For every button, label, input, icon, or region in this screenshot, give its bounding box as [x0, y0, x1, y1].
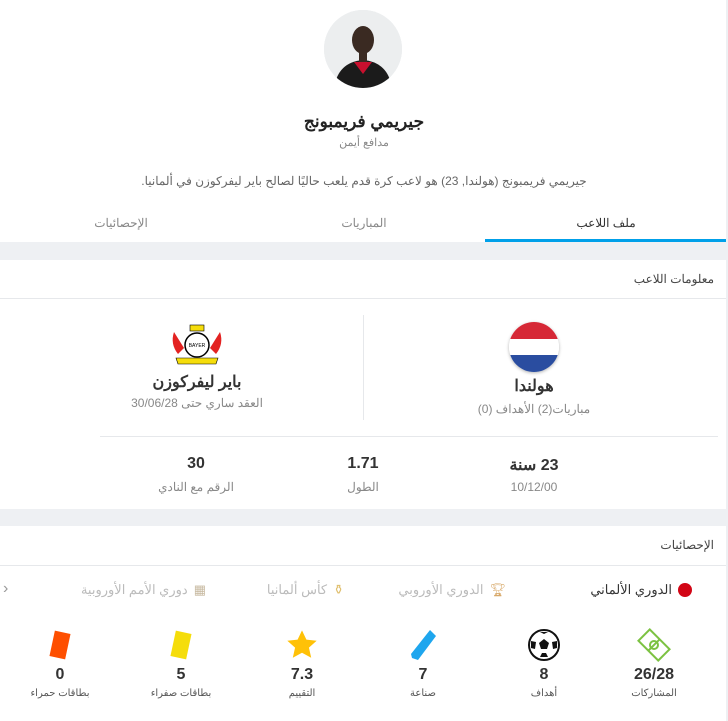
divider: [0, 565, 726, 566]
tab-profile[interactable]: ملف اللاعب: [576, 216, 636, 230]
country-name[interactable]: هولندا: [514, 378, 554, 395]
star-icon: [252, 628, 352, 662]
goals-label: أهداف: [530, 688, 558, 699]
ball-icon: [494, 628, 594, 662]
tab-matches[interactable]: المباريات: [341, 216, 387, 230]
yellow-card-icon: [131, 628, 231, 662]
comp-label: الدوري الألماني: [590, 582, 672, 597]
yellow-cards-value: 5: [176, 666, 186, 683]
player-position: مدافع أيمن: [339, 137, 389, 149]
yellow-cards-label: بطاقات صفراء: [150, 688, 212, 699]
right-border: [726, 0, 728, 721]
section-gap: [0, 242, 728, 260]
comp-tab-europa-league[interactable]: 🏆︎ الدوري الأوروبي: [398, 582, 506, 598]
number-label: الرقم مع النادي: [158, 480, 234, 494]
boot-icon: [373, 628, 473, 662]
rating-value: 7.3: [290, 666, 314, 683]
comp-tab-dfb-pokal[interactable]: ⚱ كأس ألمانيا: [267, 582, 344, 598]
svg-text:BAYER: BAYER: [189, 343, 206, 349]
comp-label: الدوري الأوروبي: [398, 582, 484, 597]
height-label: الطول: [347, 480, 379, 494]
bundesliga-icon: [678, 583, 692, 597]
red-cards-label: بطاقات حمراء: [30, 688, 90, 699]
goals-value: 8: [539, 666, 549, 683]
country-caps: مباريات(2) الأهداف (0): [477, 402, 591, 416]
netherlands-flag-icon: [509, 322, 559, 372]
pitch-icon: [604, 628, 704, 662]
nations-league-icon: ▦: [193, 582, 206, 597]
player-description: جيريمي فريمبونج (هولندا, 23) هو لاعب كرة…: [141, 174, 587, 188]
info-title: معلومات اللاعب: [633, 272, 714, 286]
tab-stats[interactable]: الإحصائيات: [94, 216, 148, 230]
comp-tab-nations-league[interactable]: ▦ دوري الأمم الأوروبية: [81, 582, 206, 598]
club-name[interactable]: باير ليفركوزن: [152, 374, 242, 391]
red-cards-value: 0: [55, 666, 65, 683]
leverkusen-logo-icon: BAYER: [170, 324, 224, 366]
appearances-label: المشاركات: [631, 688, 677, 699]
appearances-value: 26/28: [633, 666, 675, 683]
red-card-icon: [10, 628, 110, 662]
age-value: 23 سنة: [509, 457, 559, 474]
divider: [0, 298, 726, 299]
stats-title: الإحصائيات: [660, 538, 714, 552]
birth-date: 10/12/00: [510, 480, 558, 494]
comp-tab-bundesliga[interactable]: الدوري الألماني: [590, 582, 692, 598]
height-value: 1.71: [347, 455, 379, 472]
comp-label: دوري الأمم الأوروبية: [80, 582, 188, 597]
assists-value: 7: [418, 666, 428, 683]
comp-label: كأس ألمانيا: [266, 582, 328, 597]
active-tab-indicator: [485, 239, 726, 242]
cup-icon: ⚱: [333, 582, 344, 597]
trophy-icon: 🏆︎: [489, 582, 506, 597]
vertical-divider: [363, 315, 364, 420]
divider: [100, 436, 718, 437]
section-gap: [0, 509, 728, 526]
rating-label: التقييم: [288, 688, 316, 699]
number-value: 30: [187, 455, 205, 472]
player-name: جيريمي فريمبونج: [303, 112, 425, 131]
contract-until: العقد ساري حتى 30/06/28: [131, 396, 263, 410]
scroll-left-chevron-icon[interactable]: ‹: [3, 580, 9, 597]
assists-label: صناعة: [410, 688, 436, 699]
player-avatar: [324, 10, 402, 88]
